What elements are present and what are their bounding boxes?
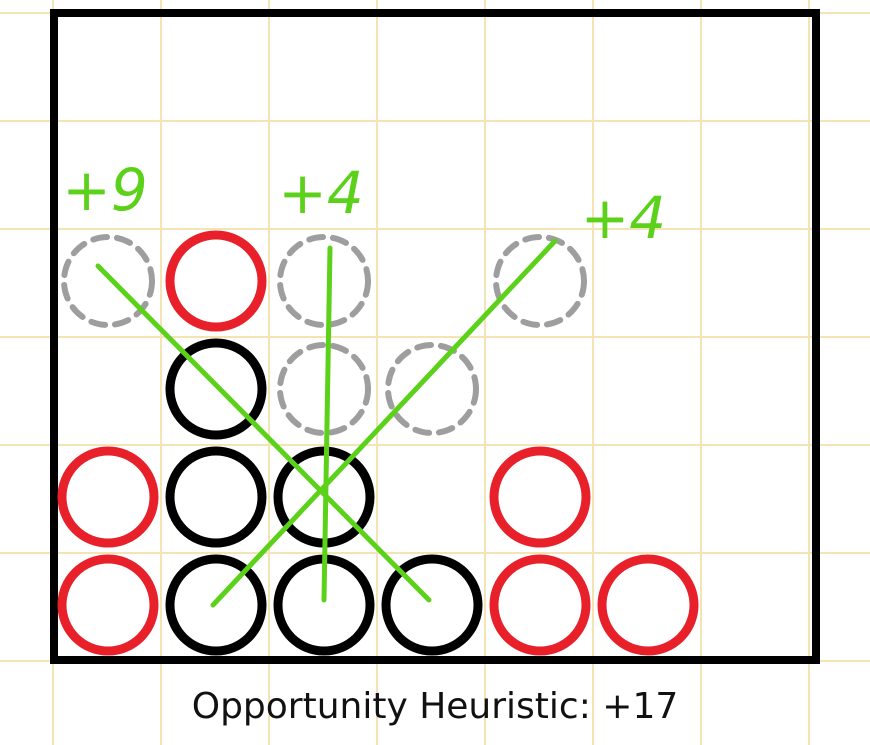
opportunity-line [210, 238, 558, 608]
red-piece [57, 446, 159, 548]
red-piece [57, 554, 159, 656]
score-annotation: +9 [62, 156, 148, 224]
black-piece [165, 338, 267, 440]
board-frame [50, 9, 820, 664]
ghost-pieces-layer [61, 234, 587, 436]
black-piece [165, 554, 267, 656]
opportunity-line [321, 245, 333, 603]
opportunity-lines-layer [95, 238, 558, 608]
red-piece [597, 554, 699, 656]
ghost-piece [277, 234, 371, 328]
red-piece [489, 554, 591, 656]
score-annotation: +4 [581, 184, 667, 252]
ghost-piece [493, 234, 587, 328]
ghost-piece [277, 342, 371, 436]
red-piece [489, 446, 591, 548]
opportunity-line [95, 263, 432, 603]
annotations-layer: +9 +4 +4 [62, 156, 666, 252]
score-annotation: +4 [278, 159, 364, 227]
ghost-piece [61, 234, 155, 328]
heuristic-caption: Opportunity Heuristic: +17 [191, 686, 679, 727]
black-piece [165, 446, 267, 548]
red-piece [165, 230, 267, 332]
pieces-layer [57, 230, 699, 656]
black-piece [381, 554, 483, 656]
ghost-piece [385, 342, 479, 436]
